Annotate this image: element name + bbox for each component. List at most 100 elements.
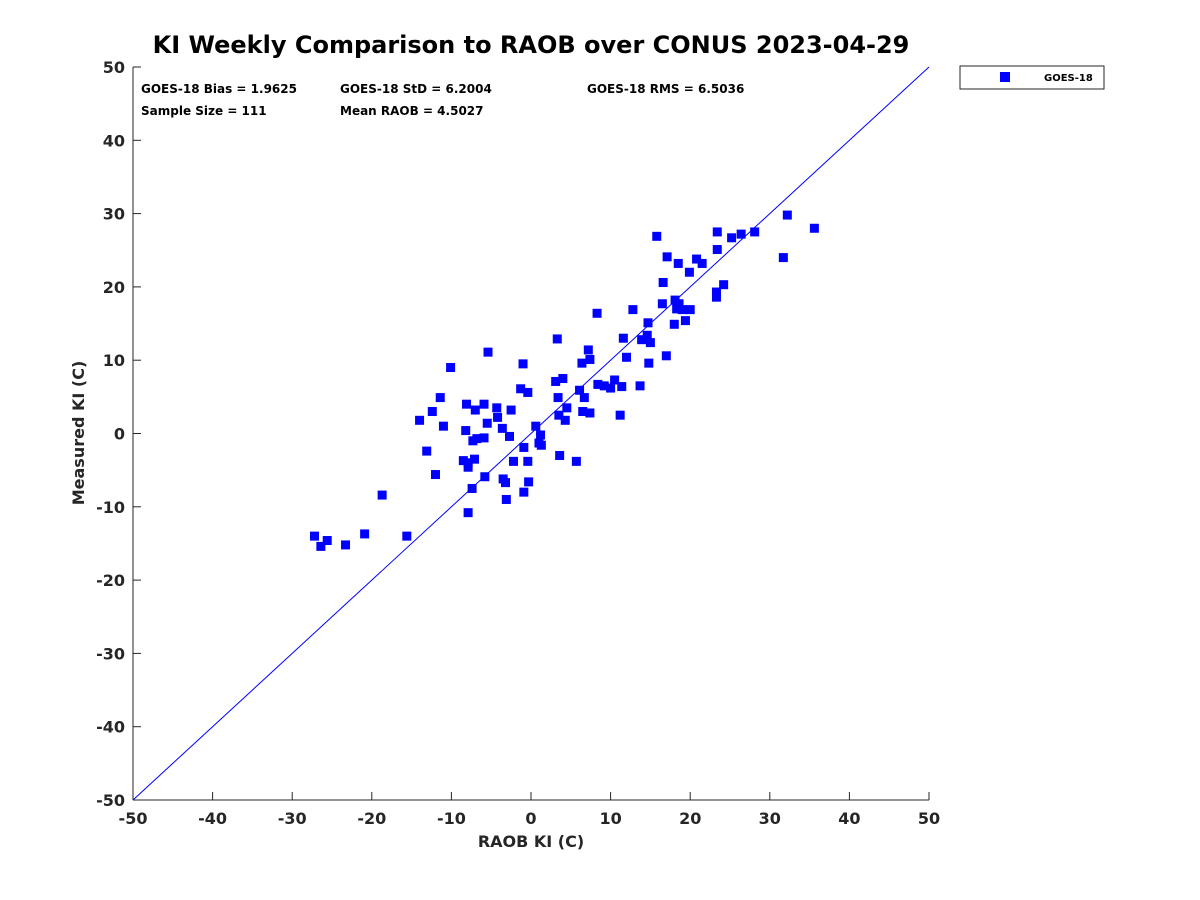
data-point (523, 387, 533, 397)
x-tick-label: -10 (437, 809, 466, 828)
data-point (652, 231, 662, 241)
y-tick-label: -40 (96, 718, 125, 737)
data-point (555, 450, 565, 460)
y-tick-label: -30 (96, 644, 125, 663)
data-point (501, 494, 511, 504)
data-point (461, 426, 471, 436)
x-axis-ticks: -50 -40 -30 -20 -10 0 10 20 30 40 50 (119, 792, 940, 828)
data-point (551, 376, 561, 386)
data-point (610, 375, 620, 385)
data-point (430, 470, 440, 480)
one-to-one-line (132, 66, 930, 801)
data-point (316, 541, 326, 551)
y-axis-label: Measured KI (C) (69, 361, 88, 506)
stat-mean-raob: Mean RAOB = 4.5027 (340, 104, 484, 118)
data-point (618, 333, 628, 343)
data-point (553, 393, 563, 403)
stat-rms: GOES-18 RMS = 6.5036 (587, 82, 744, 96)
y-tick-label: -50 (96, 791, 125, 810)
data-point (483, 347, 493, 357)
data-point (697, 258, 707, 268)
data-point (643, 318, 653, 328)
legend-label: GOES-18 (1044, 73, 1093, 84)
data-point (492, 403, 502, 413)
data-points (309, 210, 819, 551)
y-tick-label: 0 (114, 425, 125, 444)
reference-line-layer (132, 66, 930, 801)
x-tick-label: -50 (119, 809, 148, 828)
data-point (422, 446, 432, 456)
data-point (469, 454, 479, 464)
data-point (524, 477, 534, 487)
y-axis-ticks: -50 -40 -30 -20 -10 0 10 20 30 40 50 (96, 58, 141, 810)
data-point (579, 393, 589, 403)
x-tick-label: 40 (838, 809, 860, 828)
data-point (674, 299, 684, 309)
data-point (458, 456, 468, 466)
data-point (606, 383, 616, 393)
data-point (712, 245, 722, 255)
legend: GOES-18 (959, 65, 1105, 90)
data-point (446, 363, 456, 373)
chart-title: KI Weekly Comparison to RAOB over CONUS … (153, 31, 910, 59)
data-point (809, 223, 819, 233)
data-point (658, 278, 668, 288)
data-point (552, 334, 562, 344)
x-tick-label: 30 (759, 809, 781, 828)
legend-marker-square (1000, 72, 1010, 82)
data-point (480, 472, 490, 482)
data-point (427, 407, 437, 417)
x-tick-label: 0 (525, 809, 536, 828)
data-point (644, 358, 654, 368)
data-point (322, 536, 332, 546)
y-tick-label: -20 (96, 571, 125, 590)
data-point (493, 412, 503, 422)
data-point (575, 385, 585, 395)
data-point (637, 335, 647, 345)
data-point (592, 308, 602, 318)
x-tick-label: -40 (198, 809, 227, 828)
y-tick-label: 40 (103, 131, 125, 150)
data-point (585, 354, 595, 364)
data-point (673, 258, 683, 268)
data-point (583, 345, 593, 355)
data-point (642, 330, 652, 340)
data-point (622, 352, 632, 362)
data-point (750, 227, 760, 237)
data-point (599, 381, 609, 391)
data-point (712, 227, 722, 237)
x-tick-label: 50 (918, 809, 940, 828)
data-point (635, 381, 645, 391)
y-tick-label: 30 (103, 205, 125, 224)
data-point (560, 415, 570, 425)
data-point (531, 421, 541, 431)
legend-box (959, 65, 1105, 90)
data-point (669, 319, 679, 329)
data-point (497, 423, 507, 433)
data-point (479, 399, 489, 409)
y-tick-label: 50 (103, 58, 125, 77)
data-point (402, 531, 412, 541)
data-point (519, 442, 529, 452)
data-point (577, 358, 587, 368)
data-point (479, 433, 489, 443)
data-point (685, 305, 695, 315)
data-point (506, 405, 516, 415)
data-point (470, 405, 480, 415)
data-point (778, 253, 788, 263)
data-point (593, 379, 603, 389)
x-tick-label: 10 (599, 809, 621, 828)
data-point (309, 531, 319, 541)
data-point (736, 229, 746, 239)
data-point (516, 384, 526, 394)
data-point (661, 351, 671, 361)
data-point (467, 483, 477, 493)
stats-panel: GOES-18 Bias = 1.9625 GOES-18 StD = 6.20… (141, 82, 744, 118)
data-point (415, 415, 425, 425)
data-point (628, 305, 638, 315)
data-point (711, 292, 721, 302)
data-point (536, 430, 546, 440)
data-point (562, 403, 572, 413)
data-point (377, 490, 387, 500)
data-point (657, 299, 667, 309)
